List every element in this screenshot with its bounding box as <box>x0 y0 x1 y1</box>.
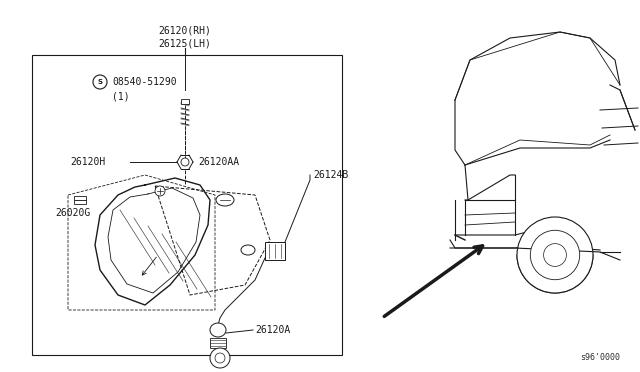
Ellipse shape <box>210 323 226 337</box>
Circle shape <box>210 348 230 368</box>
Text: 26120A: 26120A <box>255 325 291 335</box>
Circle shape <box>543 244 566 266</box>
Bar <box>181 99 189 104</box>
Bar <box>32 55 342 355</box>
Ellipse shape <box>216 194 234 206</box>
Text: S: S <box>97 79 102 85</box>
Text: (1): (1) <box>112 91 130 101</box>
Circle shape <box>215 353 225 363</box>
Bar <box>74 196 86 200</box>
Text: s96'0000: s96'0000 <box>580 353 620 362</box>
Bar <box>74 200 86 204</box>
Circle shape <box>517 217 593 293</box>
Circle shape <box>155 186 165 196</box>
Bar <box>265 242 285 260</box>
Ellipse shape <box>241 245 255 255</box>
Bar <box>210 338 226 348</box>
Circle shape <box>181 158 189 166</box>
Text: 26120H: 26120H <box>70 157 105 167</box>
Circle shape <box>531 230 580 280</box>
Text: 26020G: 26020G <box>55 208 90 218</box>
Text: 26125(LH): 26125(LH) <box>159 38 211 48</box>
Text: 26120(RH): 26120(RH) <box>159 25 211 35</box>
Text: 26124B: 26124B <box>313 170 348 180</box>
Text: 08540-51290: 08540-51290 <box>112 77 177 87</box>
Text: 26120AA: 26120AA <box>198 157 239 167</box>
